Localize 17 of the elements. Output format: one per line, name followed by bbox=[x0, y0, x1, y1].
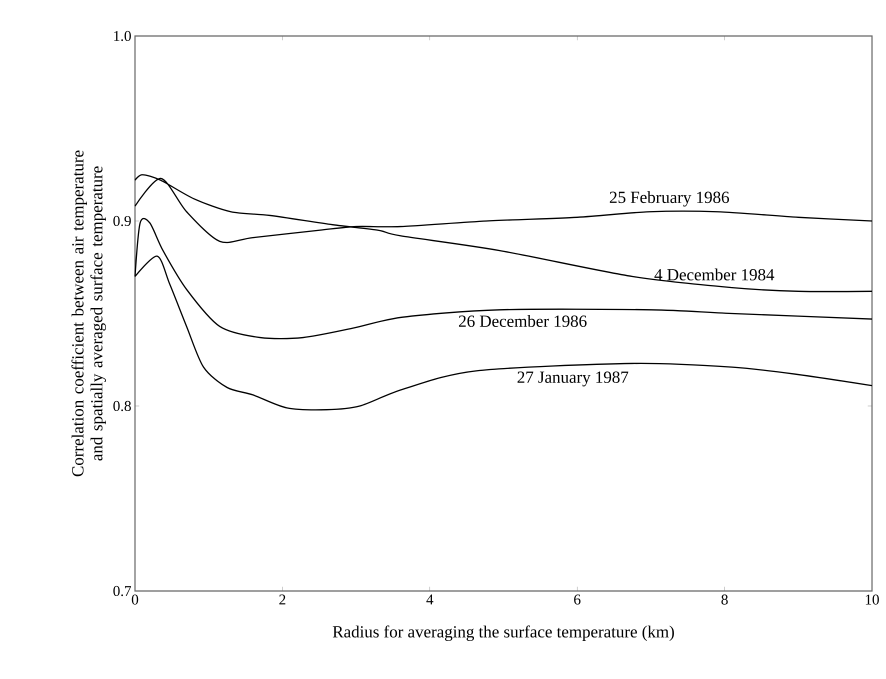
x-tick-label: 2 bbox=[279, 594, 286, 604]
line-series bbox=[134, 174, 873, 292]
y-tick-label: 1.0 bbox=[114, 30, 131, 42]
series-label: 26 December 1986 bbox=[458, 315, 587, 327]
x-tick-label: 10 bbox=[866, 594, 879, 605]
series-label: 25 February 1986 bbox=[610, 191, 730, 207]
series-label: 4 December 1984 bbox=[654, 268, 774, 280]
x-axis-title: Radius for averaging the surface temperature (km) bbox=[332, 625, 674, 642]
x-tick-label: 4 bbox=[426, 594, 434, 604]
x-tick-label: 0 bbox=[132, 594, 138, 605]
y-tick-label: 0.7 bbox=[113, 586, 132, 596]
x-tick-label: 8 bbox=[721, 594, 728, 605]
x-tick-label: 6 bbox=[574, 594, 580, 605]
y-tick-label: 0.9 bbox=[113, 216, 131, 226]
series-label: 27 January 1987 bbox=[518, 371, 628, 386]
y-axis-title: Correlation coefficient between air temperature and spatially averaged surface temperature bbox=[71, 150, 106, 476]
y-tick-label: 0.8 bbox=[113, 400, 131, 412]
